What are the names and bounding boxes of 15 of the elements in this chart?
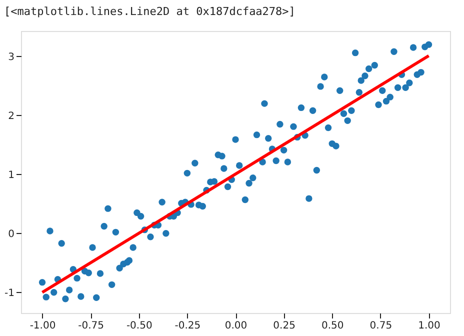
x-tick-label: 1.00 <box>418 320 440 332</box>
y-tick-label: 1 <box>8 170 14 181</box>
x-tick-label: 0.75 <box>370 320 392 332</box>
y-tick-label: 3 <box>8 52 14 63</box>
x-tick-label: -0.50 <box>126 320 152 332</box>
x-tick-label: 0.50 <box>321 320 344 332</box>
x-tick-label: -1.00 <box>30 320 56 332</box>
x-tick-label: -0.75 <box>78 320 104 332</box>
x-tick-label: 0.25 <box>273 320 296 332</box>
x-tick-label: 0.00 <box>224 320 248 332</box>
y-tick-label: -1 <box>4 288 14 299</box>
x-tick-label: -0.25 <box>174 320 201 332</box>
y-tick-label: 0 <box>8 228 14 240</box>
text: [<matplotlib.lines.Line2D at 0x187dcfaa278>] <box>4 5 296 18</box>
y-tick-label: 2 <box>8 110 14 122</box>
